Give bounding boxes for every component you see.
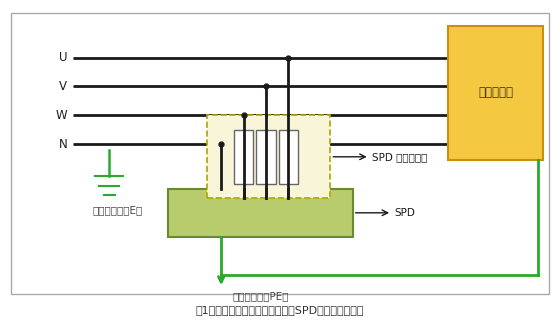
Text: SPD 外部分離器: SPD 外部分離器 (372, 152, 428, 162)
Bar (168, 189, 353, 237)
Bar (207, 115, 330, 198)
Text: 電源側設置（E）: 電源側設置（E） (92, 205, 143, 215)
Text: 被保護機器: 被保護機器 (478, 86, 513, 99)
Bar (279, 130, 298, 184)
Text: SPD: SPD (395, 208, 416, 218)
Text: 図1　三相４線用回路の配線図とSPD分離器の設置例: 図1 三相４線用回路の配線図とSPD分離器の設置例 (196, 305, 364, 316)
Text: V: V (59, 80, 67, 93)
Bar (448, 26, 543, 160)
Text: U: U (59, 51, 67, 64)
Text: 設備側設置（PE）: 設備側設置（PE） (232, 291, 289, 301)
Bar (11, 13, 549, 294)
Text: N: N (58, 138, 67, 150)
Bar (234, 130, 253, 184)
Text: W: W (55, 109, 67, 122)
Bar (256, 130, 276, 184)
